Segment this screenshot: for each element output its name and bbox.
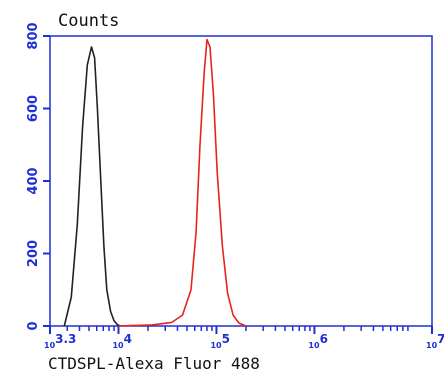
plot-frame [49, 35, 433, 327]
x-tick-label: 104 [112, 332, 131, 350]
plot-axes: 0 200 400 600 800 103.3 104 105 106 107.2 [26, 22, 444, 350]
chart-title: Counts [58, 11, 119, 31]
x-tick-label: 107.2 [426, 332, 444, 350]
x-tick-label: 103.3 [44, 332, 76, 350]
y-tick-label: 600 [26, 95, 41, 122]
y-tick-label: 0 [26, 321, 41, 330]
y-tick-label: 400 [26, 167, 41, 194]
x-tick-label: 105 [210, 332, 230, 350]
sample-histogram-line [118, 38, 247, 327]
series-layer [63, 38, 247, 327]
y-tick-label: 200 [26, 240, 41, 267]
control-histogram-line [63, 46, 121, 327]
x-tick-label: 106 [308, 332, 328, 350]
x-axis-label: CTDSPL-Alexa Fluor 488 [48, 354, 260, 373]
y-tick-label: 800 [26, 22, 41, 49]
